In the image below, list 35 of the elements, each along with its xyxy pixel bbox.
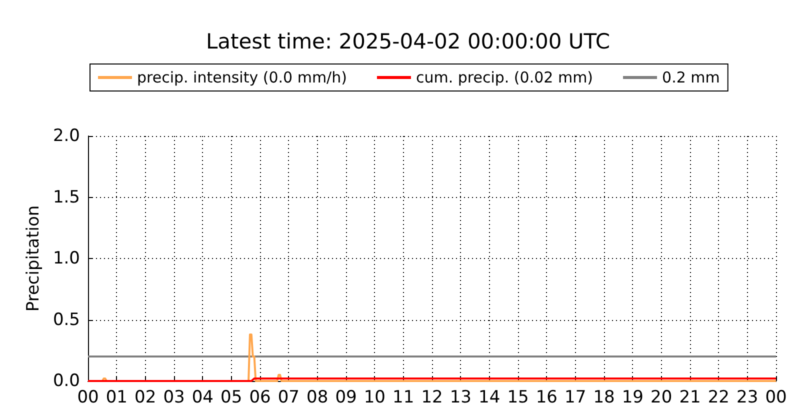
x-tick-label: 15 bbox=[507, 388, 529, 408]
legend-label: 0.2 mm bbox=[662, 68, 720, 86]
y-axis-title: Precipitation bbox=[24, 205, 44, 312]
x-tick-label: 19 bbox=[622, 388, 644, 408]
x-tick-label: 23 bbox=[736, 388, 758, 408]
x-tick-label: 05 bbox=[220, 388, 242, 408]
x-tick-label: 08 bbox=[306, 388, 328, 408]
x-tick-label: 20 bbox=[650, 388, 672, 408]
x-tick-label: 11 bbox=[392, 388, 414, 408]
x-tick-label: 04 bbox=[192, 388, 214, 408]
x-tick-label: 00 bbox=[77, 388, 99, 408]
y-tick-label: 2.0 bbox=[52, 126, 80, 146]
x-tick-label: 09 bbox=[335, 388, 357, 408]
y-tick-label: 0.0 bbox=[52, 371, 80, 391]
x-tick-label: 00 bbox=[765, 388, 787, 408]
legend-label: cum. precip. (0.02 mm) bbox=[416, 68, 594, 86]
x-tick-label: 18 bbox=[593, 388, 615, 408]
x-tick-label: 22 bbox=[708, 388, 730, 408]
legend-label: precip. intensity (0.0 mm/h) bbox=[137, 68, 347, 86]
x-tick-label: 06 bbox=[249, 388, 271, 408]
y-tick-label: 0.5 bbox=[52, 310, 80, 330]
x-tick-label: 01 bbox=[106, 388, 128, 408]
x-tick-label: 12 bbox=[421, 388, 443, 408]
x-tick-label: 16 bbox=[536, 388, 558, 408]
x-tick-label: 10 bbox=[364, 388, 386, 408]
x-tick-label: 21 bbox=[679, 388, 701, 408]
x-tick-label: 07 bbox=[278, 388, 300, 408]
x-tick-label: 03 bbox=[163, 388, 185, 408]
y-tick-label: 1.5 bbox=[52, 187, 80, 208]
x-tick-label: 02 bbox=[134, 388, 156, 408]
x-tick-label: 17 bbox=[564, 388, 586, 408]
y-tick-label: 1.0 bbox=[52, 248, 80, 268]
x-tick-label: 13 bbox=[450, 388, 472, 408]
chart-title: Latest time: 2025-04-02 00:00:00 UTC bbox=[206, 30, 610, 54]
x-tick-label: 14 bbox=[478, 388, 500, 408]
